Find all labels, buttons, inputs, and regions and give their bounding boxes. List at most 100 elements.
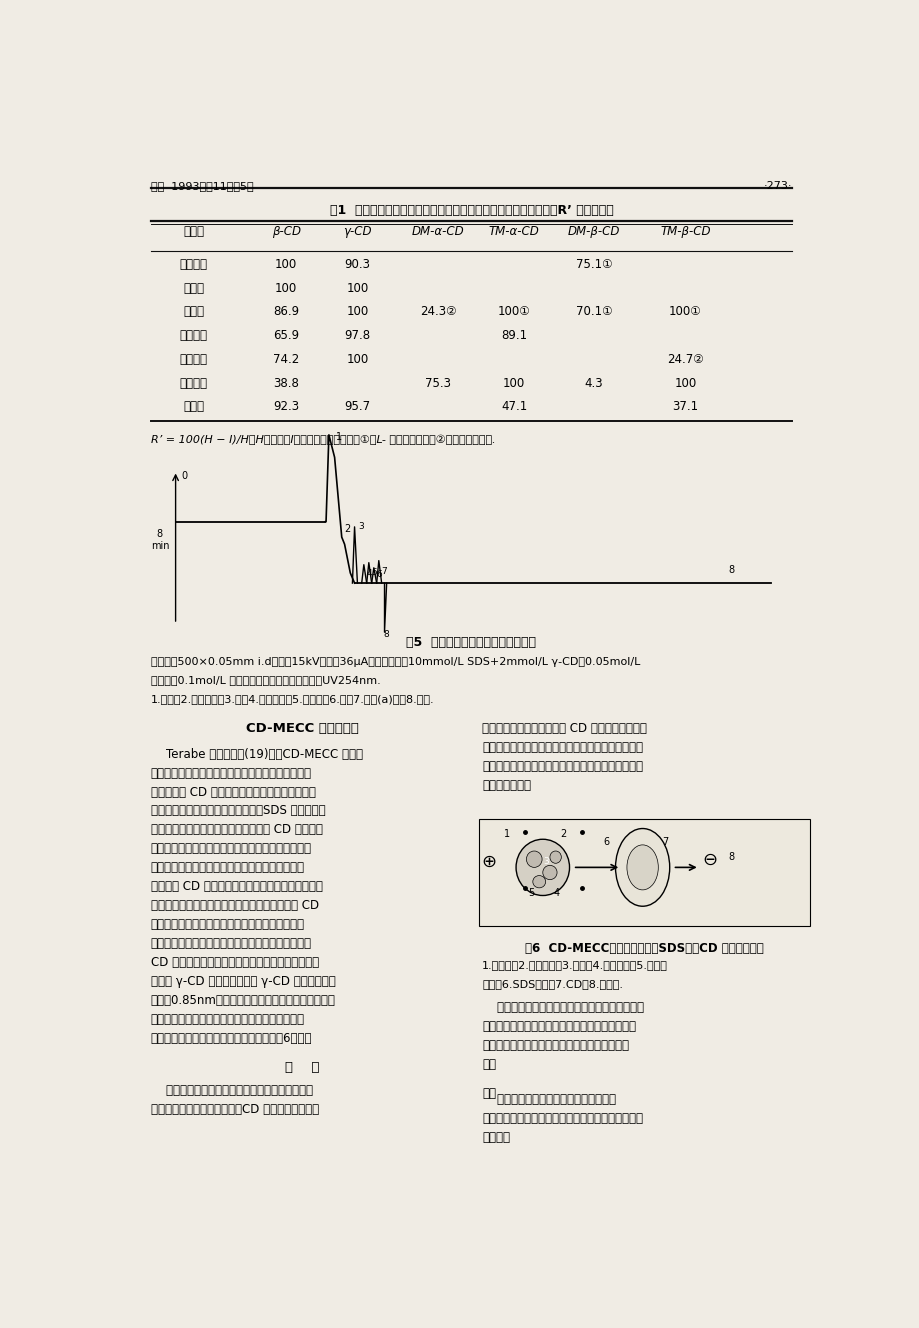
Text: 86.9: 86.9	[273, 305, 299, 319]
Text: TM-α-CD: TM-α-CD	[488, 224, 539, 238]
Text: 1: 1	[503, 829, 509, 839]
Text: 5: 5	[528, 888, 534, 898]
Text: 8: 8	[382, 631, 389, 639]
Text: 苯丙氨酸: 苯丙氨酸	[179, 377, 207, 389]
Text: 4: 4	[553, 888, 559, 898]
Text: 1: 1	[335, 432, 342, 442]
Text: 此表示衷心感谢。一部分文献由周伟查阅，也在此表: 此表示衷心感谢。一部分文献由周伟查阅，也在此表	[482, 1112, 642, 1125]
Text: 机理是：在电泳力、电渗流的驱动下，待分离物质在: 机理是：在电泳力、电渗流的驱动下，待分离物质在	[151, 766, 312, 780]
Text: 剂的结构和分离能力之间的关系是很有意义的课: 剂的结构和分离能力之间的关系是很有意义的课	[482, 1040, 629, 1052]
Text: 97.8: 97.8	[344, 329, 370, 343]
Text: 水、胶束和 CD 之间进行分配的迁移速度不同而得: 水、胶束和 CD 之间进行分配的迁移速度不同而得	[151, 786, 315, 798]
Text: 6: 6	[603, 837, 609, 847]
Text: 图6  CD-MECC中溶质和胶束（SDS）、CD 的作用示意图: 图6 CD-MECC中溶质和胶束（SDS）、CD 的作用示意图	[525, 942, 763, 955]
Text: 2: 2	[345, 525, 350, 534]
Text: 8: 8	[728, 853, 733, 862]
Text: 尺寸大一些的被分离物质。分离示意图如图6所示。: 尺寸大一些的被分离物质。分离示意图如图6所示。	[151, 1032, 312, 1045]
Text: 性分子，则在随着电渗流向负极移动过程中就在胶: 性分子，则在随着电渗流向负极移动过程中就在胶	[151, 862, 304, 874]
Text: 正亮氨酸: 正亮氨酸	[179, 329, 207, 343]
Text: ·273·: ·273·	[763, 181, 791, 191]
Text: 化剂游离分子和被分离物质分子，因而有利于分子: 化剂游离分子和被分离物质分子，因而有利于分子	[151, 1012, 304, 1025]
Text: 8
min: 8 min	[151, 530, 169, 551]
Text: 如果用 γ-CD 作改性剂，由于 γ-CD 的内腔直径比: 如果用 γ-CD 作改性剂，由于 γ-CD 的内腔直径比	[151, 975, 335, 988]
Text: 24.3②: 24.3②	[419, 305, 456, 319]
Text: 1.电动力，2.胶束溶解，3.溶质，4.包含化合，5.胶束单: 1.电动力，2.胶束溶解，3.溶质，4.包含化合，5.胶束单	[482, 960, 667, 969]
Text: 95.7: 95.7	[344, 400, 370, 413]
Text: 表1  各种环糊精化合物分离氨基酸丹磺酰化衍生物对异构体能力（R’ 值）的比较: 表1 各种环糊精化合物分离氨基酸丹磺酰化衍生物对异构体能力（R’ 值）的比较	[329, 205, 613, 218]
Text: 亮氨酸: 亮氨酸	[183, 305, 204, 319]
FancyBboxPatch shape	[478, 819, 810, 926]
Text: 92.3: 92.3	[273, 400, 299, 413]
Circle shape	[626, 845, 658, 890]
Text: CD 的分子识别能力而达到分离手性化合物的目的。: CD 的分子识别能力而达到分离手性化合物的目的。	[151, 956, 318, 969]
Text: 8: 8	[728, 564, 733, 575]
Text: 90.3: 90.3	[344, 258, 370, 271]
Text: 待进一步研究。: 待进一步研究。	[482, 780, 530, 791]
Text: 本工作得到国家自然科学基金资助，在: 本工作得到国家自然科学基金资助，在	[482, 1093, 616, 1106]
Ellipse shape	[526, 851, 541, 867]
Text: 4.3: 4.3	[584, 377, 603, 389]
Text: 客体有较强的作用力。但是目前尚无定量的规律，有: 客体有较强的作用力。但是目前尚无定量的规律，有	[482, 760, 642, 773]
Text: 天冬氨酸: 天冬氨酸	[179, 258, 207, 271]
Text: DM-α-CD: DM-α-CD	[411, 224, 464, 238]
Text: 100: 100	[275, 258, 297, 271]
Text: ⊕: ⊕	[482, 854, 496, 871]
Ellipse shape	[550, 851, 561, 863]
Text: 74.2: 74.2	[273, 353, 299, 365]
Text: 2: 2	[560, 829, 566, 839]
Text: 在水相中虽然溶解度很小，但是它们在胶束中和 CD: 在水相中虽然溶解度很小，但是它们在胶束中和 CD	[151, 899, 318, 912]
Text: γ-CD: γ-CD	[343, 224, 371, 238]
Text: （一）环糊精及其衍生物是毛细管电泳中分离对: （一）环糊精及其衍生物是毛细管电泳中分离对	[151, 1084, 312, 1097]
Text: 70.1①: 70.1①	[575, 305, 612, 319]
Circle shape	[615, 829, 669, 906]
Text: 75.1①: 75.1①	[575, 258, 612, 271]
Text: 0: 0	[181, 470, 187, 481]
Text: 7: 7	[662, 837, 668, 847]
Text: 谷氨酸: 谷氨酸	[183, 282, 204, 295]
Text: 结    论: 结 论	[285, 1061, 319, 1073]
Text: 氨基酸: 氨基酸	[183, 224, 204, 238]
Text: 100: 100	[346, 305, 369, 319]
Text: 色谱  1993年第11卷第5期: 色谱 1993年第11卷第5期	[151, 181, 253, 191]
Text: 磷酸盐和0.1mol/L 碳酸盐溶液中的溶液，检测器：UV254nm.: 磷酸盐和0.1mol/L 碳酸盐溶液中的溶液，检测器：UV254nm.	[151, 675, 380, 685]
Text: 100①: 100①	[497, 305, 530, 319]
Text: 89.1: 89.1	[501, 329, 527, 343]
Text: 100: 100	[346, 353, 369, 365]
Text: DM-β-CD: DM-β-CD	[567, 224, 619, 238]
Text: 100: 100	[503, 377, 525, 389]
Text: 100: 100	[275, 282, 297, 295]
Text: 图5  毛细管电泳分离多环芳烃的图谱: 图5 毛细管电泳分离多环芳烃的图谱	[406, 636, 536, 649]
Text: 荷物质，随电渗流向负极移动。被分析物质若为电中: 荷物质，随电渗流向负极移动。被分析物质若为电中	[151, 842, 312, 855]
Text: 65.9: 65.9	[273, 329, 299, 343]
Text: 75.3: 75.3	[425, 377, 450, 389]
Text: Terabe 及其研究组(19)认为CD-MECC 的分离: Terabe 及其研究组(19)认为CD-MECC 的分离	[151, 748, 362, 761]
Text: 24.7②: 24.7②	[666, 353, 703, 365]
Text: 缬氨酸: 缬氨酸	[183, 400, 204, 413]
Text: 的内腔中有一定的溶解度，因此在这两相之间进行: 的内腔中有一定的溶解度，因此在这两相之间进行	[151, 918, 304, 931]
Text: 100: 100	[674, 377, 696, 389]
Text: 47.1: 47.1	[501, 400, 527, 413]
Ellipse shape	[542, 866, 557, 879]
Text: 分子，6.SDS胶束，7.CD，8.电渗流.: 分子，6.SDS胶束，7.CD，8.电渗流.	[482, 979, 622, 989]
Text: 6: 6	[376, 570, 382, 579]
Text: 4: 4	[367, 568, 372, 578]
Text: 映异构体很有效的分离介质，CD 的类型和取代基对: 映异构体很有效的分离介质，CD 的类型和取代基对	[151, 1104, 318, 1116]
Text: （二）向电泳缓冲溶液中加入手性分离改性剂是: （二）向电泳缓冲溶液中加入手性分离改性剂是	[482, 1001, 643, 1015]
Text: 示感谢。: 示感谢。	[482, 1130, 510, 1143]
Text: 主要的分配。被分析物质若为对映异构体，则可利用: 主要的分配。被分析物质若为对映异构体，则可利用	[151, 938, 312, 950]
Text: 题。: 题。	[482, 1058, 495, 1072]
Text: R’ = 100(H − I)/H，H为峰高，I为峰谷到基线的距离；①：L- 异构体出峰快；②：二峰距离很近.: R’ = 100(H − I)/H，H为峰高，I为峰谷到基线的距离；①：L- 异…	[151, 434, 494, 445]
Text: 7: 7	[381, 567, 387, 576]
Text: 分离有很大的影响，主要是 CD 的孔径要与客体分: 分离有很大的影响，主要是 CD 的孔径要与客体分	[482, 722, 646, 736]
Text: 荷向正极移动，电渗流向负极移动，而 CD 为不带电: 荷向正极移动，电渗流向负极移动，而 CD 为不带电	[151, 823, 323, 837]
Text: 5: 5	[371, 568, 377, 576]
Text: 3: 3	[357, 522, 364, 531]
Text: 子的大小相适应，取代基的大小、位置和官能团要和: 子的大小相适应，取代基的大小、位置和官能团要和	[482, 741, 642, 754]
Text: TM-β-CD: TM-β-CD	[660, 224, 709, 238]
Text: 到分离。缓冲溶液的酸度为碱性时，SDS 胶束带负电: 到分离。缓冲溶液的酸度为碱性时，SDS 胶束带负电	[151, 805, 325, 818]
Text: CD-MECC 的分离机理: CD-MECC 的分离机理	[245, 722, 358, 736]
Text: 100①: 100①	[668, 305, 701, 319]
Ellipse shape	[516, 839, 569, 895]
Text: 分离柱：500×0.05mm i.d，电压15kV，电流36μA，缓冲溶液：10mmol/L SDS+2mmol/L γ-CD在0.05mol/L: 分离柱：500×0.05mm i.d，电压15kV，电流36μA，缓冲溶液：10…	[151, 657, 640, 667]
Text: 提高其分离能力的重要途径，进一步研究这种改性: 提高其分离能力的重要途径，进一步研究这种改性	[482, 1020, 636, 1033]
